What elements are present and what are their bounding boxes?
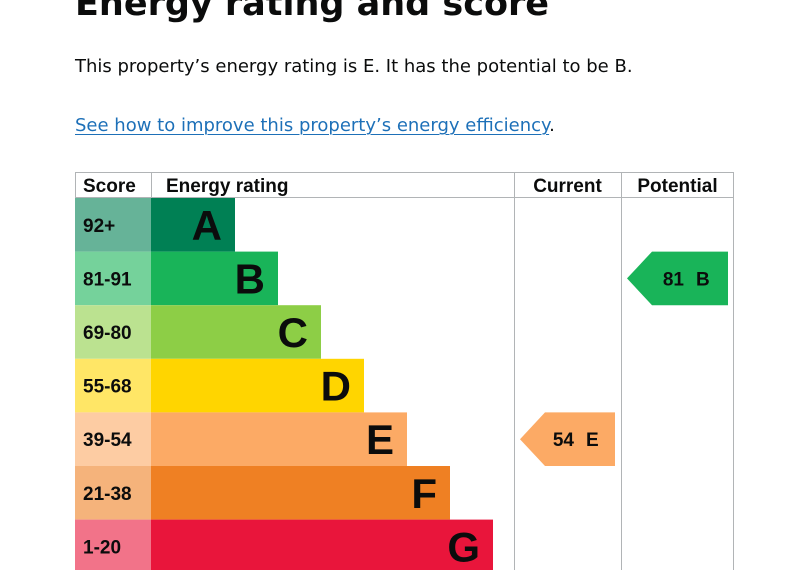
improve-efficiency-link[interactable]: See how to improve this property’s energ… <box>75 115 550 136</box>
rating-letter-f: F <box>411 470 437 517</box>
score-label-b: 81-91 <box>83 269 132 290</box>
rating-letter-a: A <box>192 202 222 249</box>
column-header-potential: Potential <box>637 176 717 197</box>
score-cell-c <box>75 305 151 359</box>
current-rating-score: 54 <box>553 430 575 451</box>
energy-rating-summary: This property’s energy rating is E. It h… <box>75 56 633 77</box>
score-label-c: 69-80 <box>83 323 132 344</box>
rating-letter-e: E <box>366 416 394 463</box>
score-cell-g <box>75 519 151 570</box>
score-label-e: 39-54 <box>83 430 132 451</box>
column-header-score: Score <box>83 176 136 197</box>
rating-bar-g <box>151 519 493 570</box>
improve-link-line: See how to improve this property’s energ… <box>75 114 555 138</box>
rating-bar-e <box>151 412 407 466</box>
rating-bar-a <box>151 198 235 252</box>
page-title: Energy rating and score <box>75 0 550 24</box>
score-label-d: 55-68 <box>83 377 132 398</box>
current-rating-letter: E <box>586 430 599 451</box>
rating-bar-b <box>151 251 278 306</box>
column-header-energy-rating: Energy rating <box>166 176 288 197</box>
score-cell-f <box>75 466 151 520</box>
rating-bar-c <box>151 305 321 359</box>
rating-bar-f <box>151 466 450 520</box>
link-suffix: . <box>549 115 555 136</box>
score-cell-a <box>75 198 151 252</box>
potential-rating-score: 81 <box>663 269 685 290</box>
rating-letter-d: D <box>321 363 351 410</box>
potential-rating-arrow <box>627 251 728 306</box>
score-cell-d <box>75 358 151 413</box>
score-label-a: 92+ <box>83 216 115 237</box>
column-header-current: Current <box>533 176 602 197</box>
score-cell-b <box>75 251 151 306</box>
score-cell-e <box>75 412 151 466</box>
score-label-g: 1-20 <box>83 537 121 558</box>
potential-rating-letter: B <box>696 269 710 290</box>
rating-bar-d <box>151 358 364 413</box>
score-label-f: 21-38 <box>83 484 132 505</box>
rating-letter-c: C <box>278 309 308 356</box>
rating-letter-b: B <box>235 255 265 302</box>
rating-letter-g: G <box>447 523 480 570</box>
current-rating-arrow <box>520 412 615 466</box>
